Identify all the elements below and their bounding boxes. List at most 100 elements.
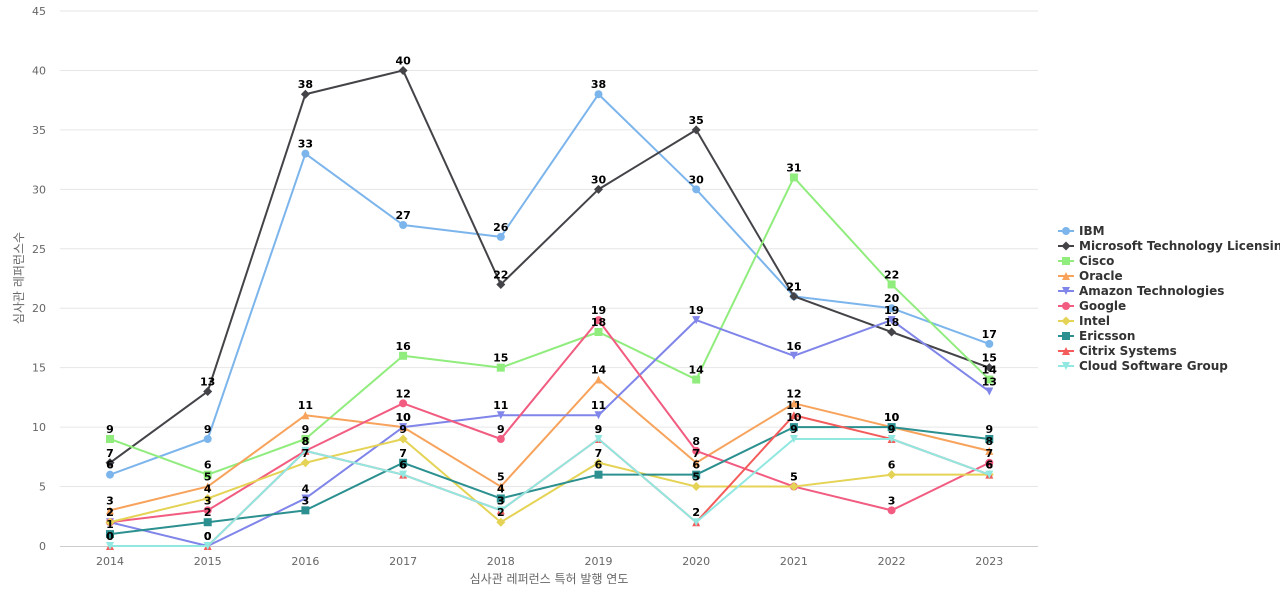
data-label: 40 [395, 54, 411, 67]
y-tick-label: 25 [32, 243, 46, 256]
data-labels-layer: 6933272638302120177133840223035211815969… [106, 54, 997, 543]
data-label: 18 [884, 316, 899, 329]
data-point [594, 470, 603, 479]
data-point [789, 399, 798, 408]
series-line [109, 426, 990, 536]
data-point [691, 125, 701, 135]
data-label: 9 [302, 423, 310, 436]
data-label: 0 [204, 530, 212, 543]
data-point [106, 470, 114, 479]
data-point [985, 387, 994, 396]
data-label: 9 [888, 423, 896, 436]
data-point [496, 517, 506, 527]
data-label: 31 [786, 161, 801, 174]
x-tick-label: 2015 [194, 555, 222, 568]
data-label: 7 [399, 447, 407, 460]
series-line [109, 93, 990, 476]
data-point [985, 470, 994, 479]
data-label: 8 [302, 435, 310, 448]
data-label: 7 [595, 447, 603, 460]
x-tick-label: 2022 [878, 555, 906, 568]
legend-item[interactable]: Google [1058, 299, 1126, 313]
legend-label: IBM [1079, 224, 1105, 238]
data-point [496, 435, 505, 443]
y-tick-label: 5 [39, 481, 46, 494]
legend-marker [1062, 332, 1070, 340]
data-label: 0 [106, 530, 114, 543]
data-point [789, 423, 798, 432]
data-point [203, 493, 213, 503]
legend-label: Ericsson [1079, 329, 1135, 343]
data-point [985, 435, 994, 443]
data-point [789, 351, 798, 360]
data-point [985, 458, 994, 467]
series-line [110, 438, 990, 547]
data-label: 14 [982, 364, 998, 377]
series-line [109, 176, 990, 476]
data-label: 19 [884, 304, 899, 317]
legend-item[interactable]: Ericsson [1058, 329, 1135, 343]
series-line [109, 319, 990, 547]
data-label: 9 [888, 423, 896, 436]
data-label: 8 [985, 435, 993, 448]
legend-item[interactable]: Oracle [1058, 269, 1123, 283]
legend-item[interactable]: Microsoft Technology Licensing [1058, 239, 1280, 253]
data-label: 2 [692, 506, 700, 519]
data-point [789, 435, 798, 443]
data-label: 6 [692, 459, 700, 472]
data-label: 16 [395, 340, 411, 353]
y-tick-label: 20 [32, 302, 46, 315]
legend-marker [1062, 302, 1070, 310]
data-label: 11 [298, 399, 313, 412]
data-point [106, 435, 114, 443]
data-label: 2 [106, 506, 114, 519]
data-point [887, 304, 896, 313]
data-label: 9 [204, 423, 212, 436]
data-point [398, 434, 408, 444]
data-point [496, 279, 506, 289]
data-label: 33 [298, 138, 313, 151]
data-label: 6 [595, 459, 603, 472]
data-label: 4 [204, 482, 212, 495]
data-point [887, 470, 897, 480]
data-point [106, 506, 114, 515]
y-tick-label: 40 [32, 64, 46, 77]
data-label: 7 [106, 447, 114, 460]
legend-item[interactable]: Cloud Software Group [1058, 359, 1228, 373]
legend-item[interactable]: Amazon Technologies [1058, 284, 1224, 298]
data-point [985, 446, 994, 455]
data-point [106, 542, 114, 550]
data-point [398, 65, 408, 75]
y-tick-label: 0 [39, 540, 46, 553]
data-label: 10 [395, 411, 411, 424]
legend-item[interactable]: Cisco [1058, 254, 1114, 268]
data-label: 18 [591, 316, 606, 329]
y-tick-label: 35 [32, 124, 46, 137]
data-point [301, 435, 310, 443]
legend-label: Citrix Systems [1079, 344, 1177, 358]
data-point [106, 530, 114, 539]
data-point [984, 363, 994, 373]
data-point [594, 316, 603, 325]
data-point [301, 506, 310, 515]
legend-item[interactable]: Intel [1058, 314, 1110, 328]
data-label: 14 [591, 364, 607, 377]
x-tick-label: 2020 [682, 555, 710, 568]
data-point [692, 518, 701, 527]
legend-item[interactable]: Citrix Systems [1058, 344, 1177, 358]
data-label: 3 [204, 494, 212, 507]
data-label: 15 [982, 352, 997, 365]
x-axis-title: 심사관 레퍼런스 특허 발행 연도 [470, 571, 629, 586]
data-label: 10 [395, 411, 411, 424]
data-point [203, 482, 212, 491]
data-label: 8 [302, 435, 310, 448]
data-label: 20 [884, 292, 900, 305]
data-point [399, 351, 408, 360]
legend-item[interactable]: IBM [1058, 224, 1105, 238]
data-point [300, 458, 310, 468]
data-label: 6 [106, 459, 114, 472]
data-point [301, 149, 310, 158]
data-label: 5 [497, 471, 505, 484]
data-point [594, 375, 603, 384]
data-point [789, 173, 798, 182]
